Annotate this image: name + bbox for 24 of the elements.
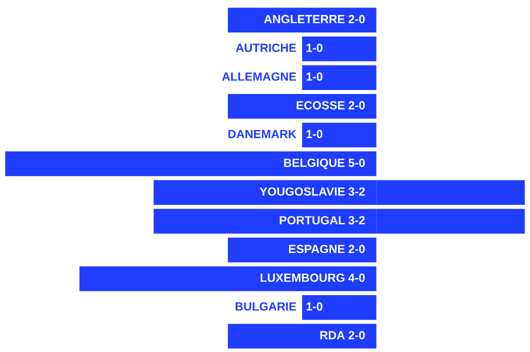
annotation: 4-0 <box>348 274 365 282</box>
y-tick-label: RDA <box>320 331 345 340</box>
annotation: 3-2 <box>348 216 365 224</box>
y-tick-label: BULGARIE <box>236 302 296 311</box>
y-tick-label: ALLEMAGNE <box>222 72 296 81</box>
annotation: 3-2 <box>348 187 365 196</box>
y-tick-label: LUXEMBOURG <box>260 274 344 282</box>
y-tick-label: ANGLETERRE <box>264 14 345 24</box>
y-tick-label: ECOSSE <box>296 101 345 110</box>
y-tick-label: YOUGOSLAVIE <box>260 187 345 196</box>
annotation: 5-0 <box>348 158 365 167</box>
y-tick-label: BELGIQUE <box>284 158 345 170</box>
annotation: 1-0 <box>306 302 322 311</box>
annotation: 2-0 <box>348 101 365 110</box>
annotation: 2-0 <box>348 14 365 24</box>
annotation: 1-0 <box>306 44 322 52</box>
annotation: 2-0 <box>348 244 365 254</box>
y-tick-label: ESPAGNE <box>289 244 345 254</box>
y-tick-label: AUTRICHE <box>236 44 296 52</box>
y-tick-label: DANEMARK <box>228 130 296 138</box>
y-tick-label: PORTUGAL <box>280 216 345 224</box>
annotation: 1-0 <box>306 130 322 138</box>
annotation: 1-0 <box>306 72 322 81</box>
annotation: 2-0 <box>348 331 365 340</box>
